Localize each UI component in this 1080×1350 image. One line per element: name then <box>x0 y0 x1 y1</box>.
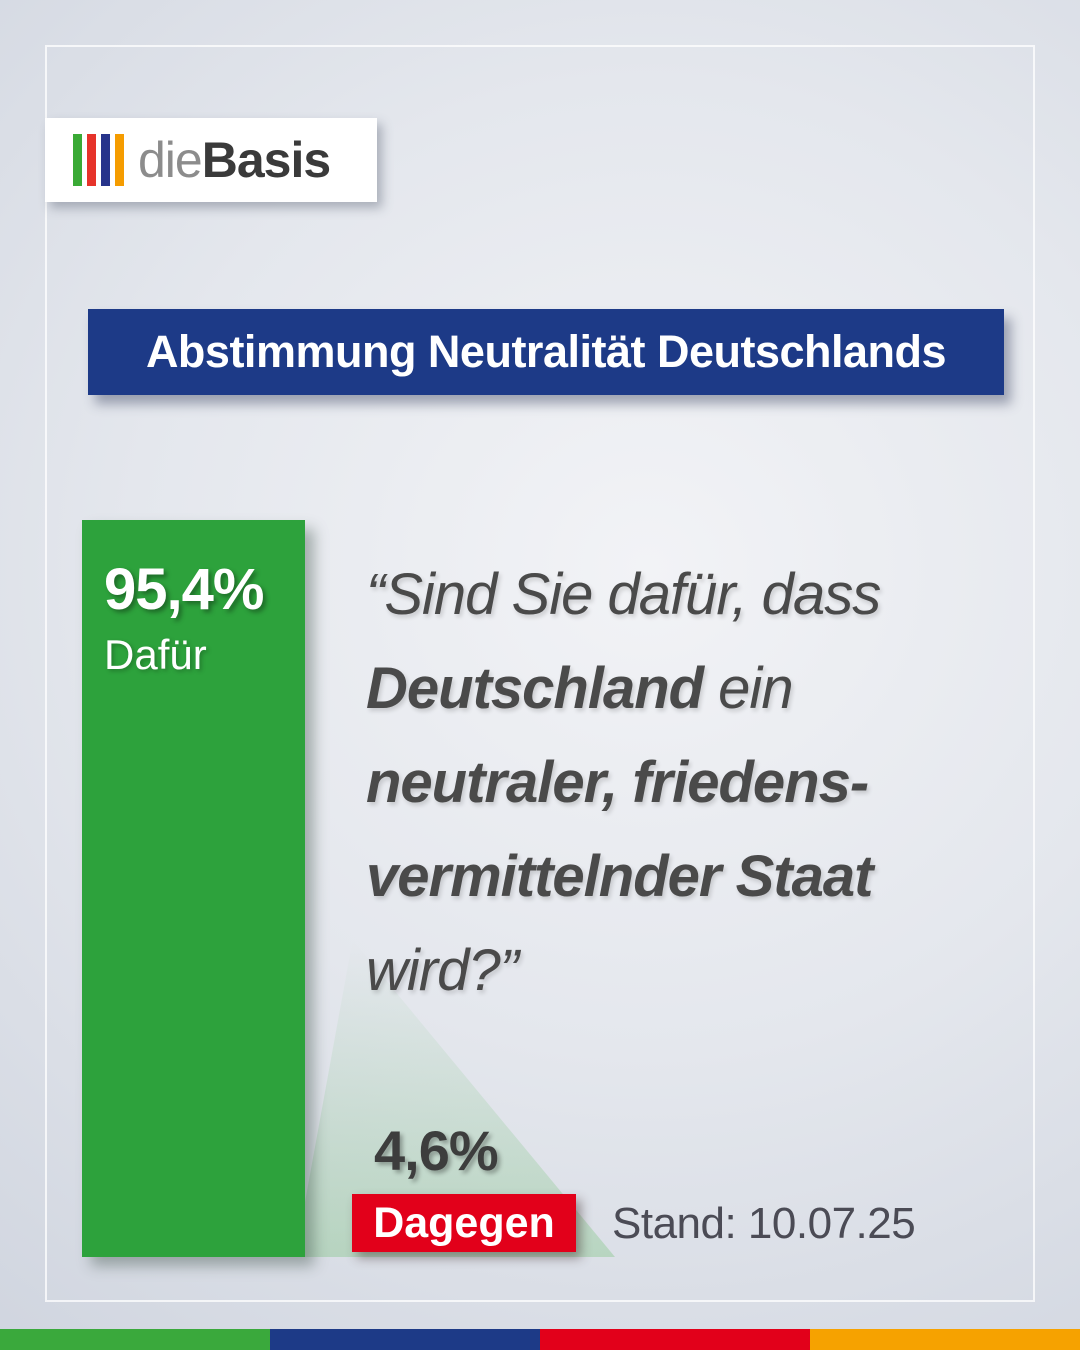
stripe-segment-orange <box>810 1329 1080 1350</box>
dafuer-label: Dafür <box>104 631 207 678</box>
logo: die Basis <box>45 118 377 202</box>
page-title: Abstimmung Neutralität Deutschlands <box>145 326 947 377</box>
question-line: Deutschland ein <box>366 642 1056 736</box>
logo-text-basis: Basis <box>201 132 331 188</box>
date-stamp: Stand: 10.07.25 <box>612 1199 916 1248</box>
question-line: vermittelnder Staat <box>366 843 873 909</box>
question-line: neutraler, friedens- <box>366 749 869 815</box>
logo-stripe-icon <box>115 134 124 186</box>
result-bar-dafuer: 95,4% Dafür <box>82 520 305 1257</box>
dagegen-label: Dagegen <box>373 1198 555 1247</box>
dagegen-badge: Dagegen <box>352 1194 576 1252</box>
dafuer-percentage: 95,4% <box>104 557 264 622</box>
stripe-segment-green <box>0 1329 270 1350</box>
dagegen-percentage: 4,6% <box>374 1119 499 1182</box>
logo-stripe-icon <box>87 134 96 186</box>
stripe-segment-blue <box>270 1329 540 1350</box>
logo-text-die: die <box>138 132 203 188</box>
question-bold-text: Deutschland <box>366 655 704 721</box>
poll-question: “Sind Sie dafür, dass Deutschland ein ne… <box>366 548 1056 1018</box>
title-banner: Abstimmung Neutralität Deutschlands <box>88 309 1004 395</box>
logo-stripe-icon <box>73 134 82 186</box>
question-regular-text: ein <box>703 655 793 721</box>
logo-stripe-icon <box>101 134 110 186</box>
question-line: “Sind Sie dafür, dass <box>366 562 881 627</box>
stripe-segment-red <box>540 1329 810 1350</box>
question-line: wird?” <box>366 937 519 1003</box>
bottom-color-stripe <box>0 1329 1080 1350</box>
